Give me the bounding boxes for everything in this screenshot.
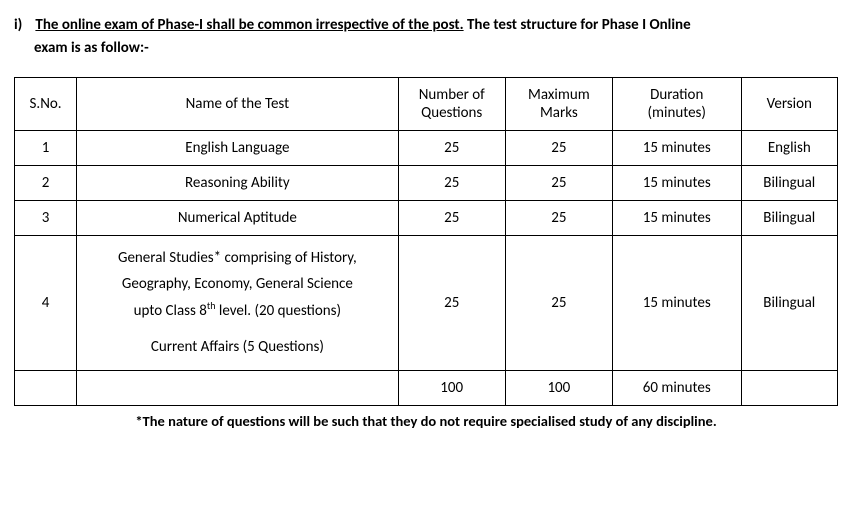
header-sno: S.No. — [15, 78, 77, 131]
cell-name: Reasoning Ability — [77, 166, 398, 201]
cell-marks: 25 — [505, 166, 612, 201]
cell-marks: 25 — [505, 131, 612, 166]
cell-sno: 4 — [15, 236, 77, 371]
cell-marks: 25 — [505, 236, 612, 371]
cell-duration: 15 minutes — [612, 166, 741, 201]
header-marks: Maximum Marks — [505, 78, 612, 131]
header-questions-l2: Questions — [421, 104, 482, 122]
intro-line2: exam is as follow:- — [34, 37, 838, 60]
header-marks-l1: Maximum — [528, 86, 590, 104]
header-duration: Duration (minutes) — [612, 78, 741, 131]
row4-name-l4: Current Affairs (5 Questions) — [83, 335, 391, 361]
header-marks-l2: Marks — [540, 104, 578, 122]
cell-total-duration: 60 minutes — [612, 371, 741, 406]
cell-name-empty — [77, 371, 398, 406]
cell-name: Numerical Aptitude — [77, 201, 398, 236]
table-row: 1 English Language 25 25 15 minutes Engl… — [15, 131, 838, 166]
cell-name: General Studies* comprising of History, … — [77, 236, 398, 371]
footnote: *The nature of questions will be such th… — [14, 412, 838, 430]
cell-questions: 25 — [398, 166, 505, 201]
cell-version: Bilingual — [741, 236, 837, 371]
cell-duration: 15 minutes — [612, 201, 741, 236]
row4-name-l3a: upto Class 8 — [134, 302, 207, 320]
header-questions: Number of Questions — [398, 78, 505, 131]
table-total-row: 100 100 60 minutes — [15, 371, 838, 406]
intro-tail: The test structure for Phase I Online — [464, 16, 691, 34]
cell-questions: 25 — [398, 236, 505, 371]
header-duration-l1: Duration — [650, 86, 703, 104]
cell-duration: 15 minutes — [612, 131, 741, 166]
cell-sno: 1 — [15, 131, 77, 166]
cell-sno: 2 — [15, 166, 77, 201]
exam-structure-table: S.No. Name of the Test Number of Questio… — [14, 77, 838, 406]
cell-version: Bilingual — [741, 201, 837, 236]
cell-name: English Language — [77, 131, 398, 166]
header-version: Version — [741, 78, 837, 131]
cell-version: English — [741, 131, 837, 166]
table-row: 3 Numerical Aptitude 25 25 15 minutes Bi… — [15, 201, 838, 236]
header-questions-l1: Number of — [419, 86, 485, 104]
intro-lead: The online exam of Phase-I shall be comm… — [35, 16, 463, 34]
table-header-row: S.No. Name of the Test Number of Questio… — [15, 78, 838, 131]
cell-duration: 15 minutes — [612, 236, 741, 371]
cell-total-marks: 100 — [505, 371, 612, 406]
table-row: 2 Reasoning Ability 25 25 15 minutes Bil… — [15, 166, 838, 201]
cell-version: Bilingual — [741, 166, 837, 201]
cell-total-questions: 100 — [398, 371, 505, 406]
row4-name-sup: th — [207, 299, 216, 312]
cell-version-empty — [741, 371, 837, 406]
cell-sno: 3 — [15, 201, 77, 236]
cell-sno-empty — [15, 371, 77, 406]
table-row: 4 General Studies* comprising of History… — [15, 236, 838, 371]
cell-questions: 25 — [398, 131, 505, 166]
row4-name-l3b: level. (20 questions) — [216, 302, 342, 320]
list-marker: i) — [14, 14, 32, 37]
header-name: Name of the Test — [77, 78, 398, 131]
cell-questions: 25 — [398, 201, 505, 236]
row4-name-l1: General Studies* comprising of History, — [118, 249, 357, 267]
row4-name-l2: Geography, Economy, General Science — [122, 275, 353, 293]
cell-marks: 25 — [505, 201, 612, 236]
intro-paragraph: i) The online exam of Phase-I shall be c… — [14, 14, 838, 59]
header-duration-l2: (minutes) — [647, 104, 705, 122]
